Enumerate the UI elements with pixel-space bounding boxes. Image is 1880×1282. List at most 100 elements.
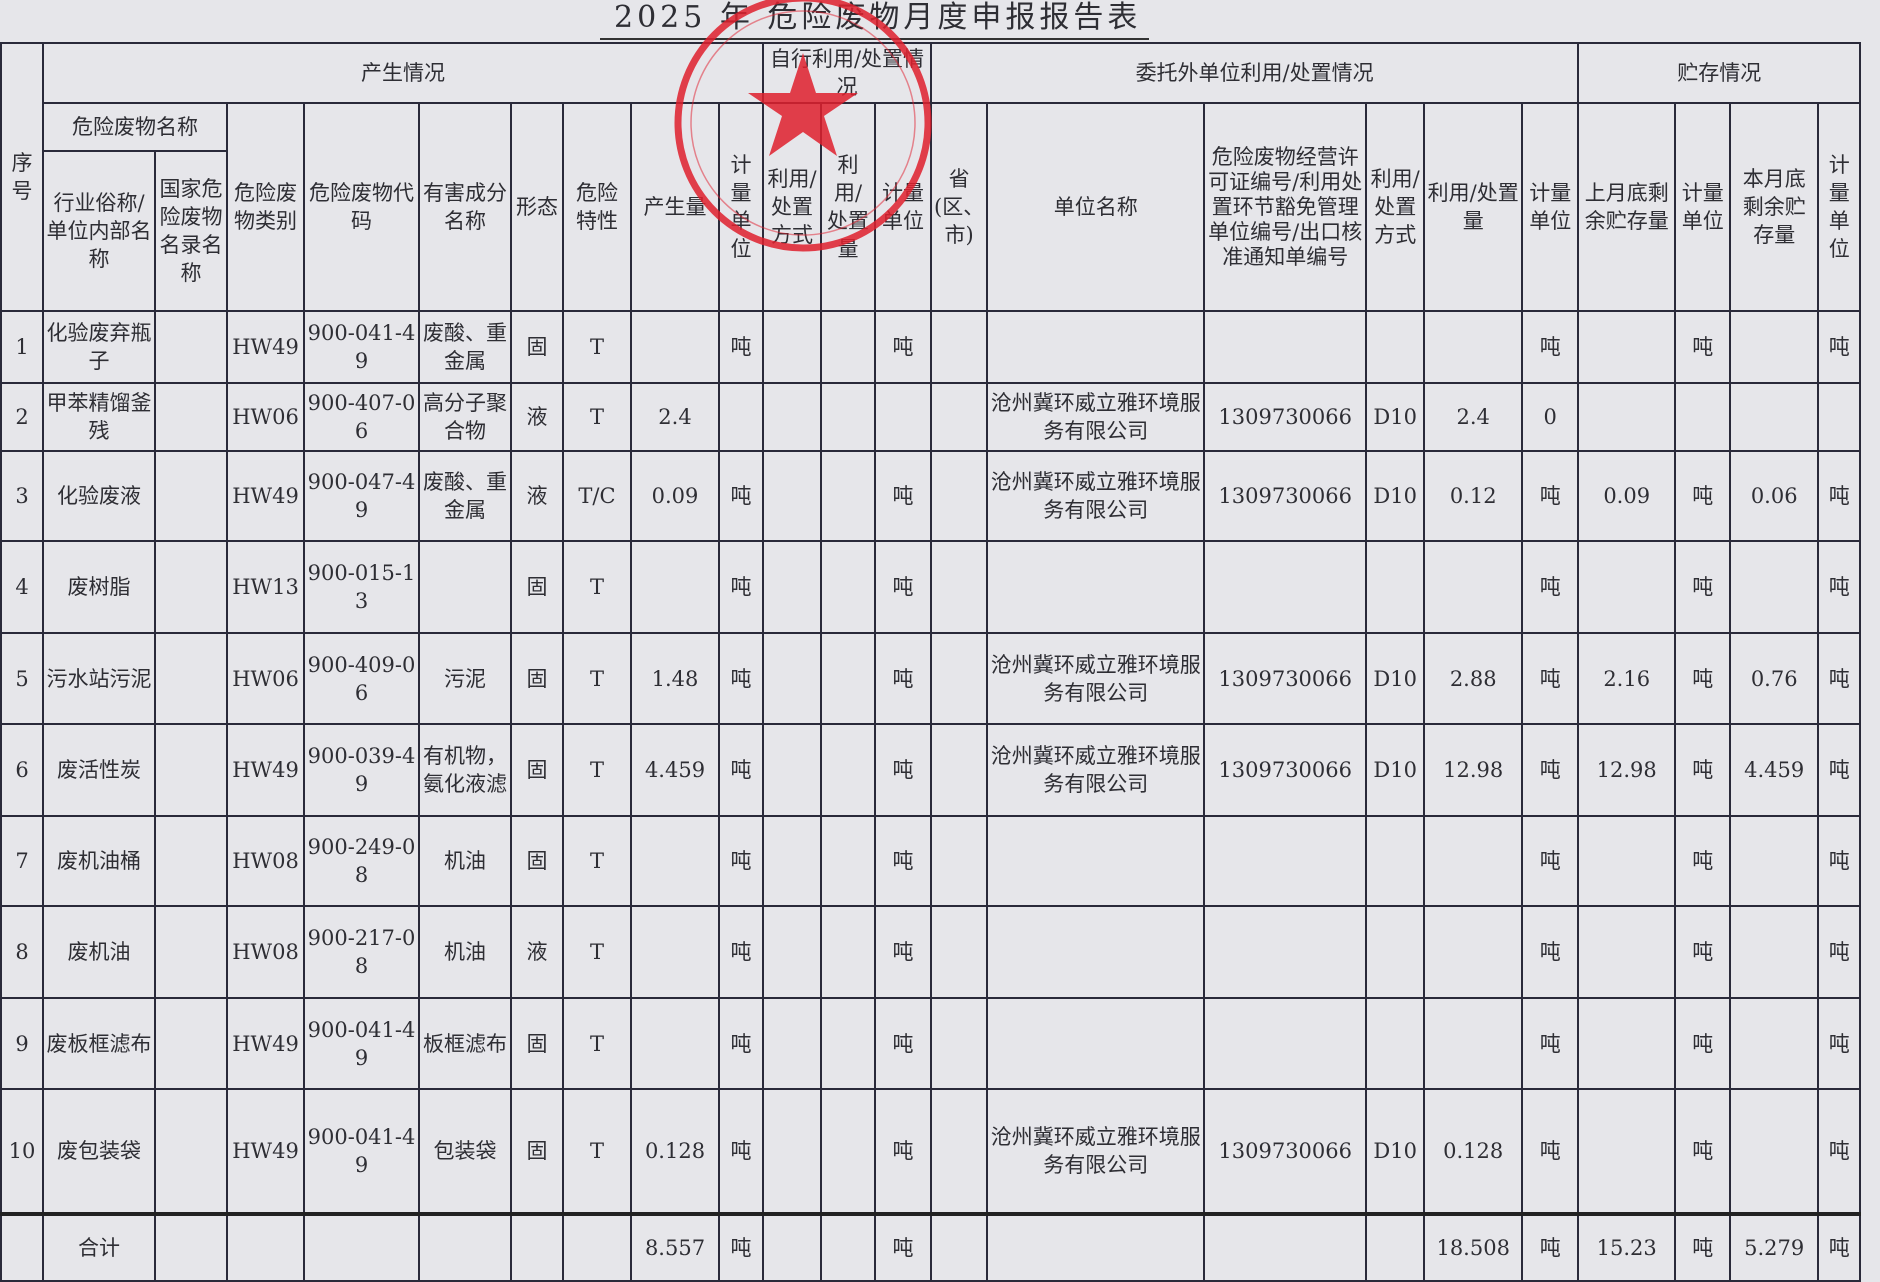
table-row: 7 废机油桶 HW08 900-249-08 机油固 T 吨吨吨吨吨 [0, 815, 1862, 907]
cell-seq: 4 [0, 540, 44, 634]
cell-last-month [1577, 540, 1677, 634]
cell-unit: 吨 [718, 723, 764, 817]
cell-hazard: T [562, 540, 632, 634]
cell-company: 沧州冀环威立雅环境服务有限公司 [986, 723, 1206, 817]
cell-self-amount [820, 905, 876, 999]
cell-code: 900-217-08 [303, 905, 420, 999]
cell-ent-amount [1423, 905, 1524, 999]
header-self-method: 利用/处置方式 [762, 102, 822, 312]
cell-national-name [154, 1088, 228, 1215]
cell-ent-amount: 2.4 [1423, 382, 1524, 452]
cell-self-method [762, 723, 822, 817]
cell-amount [630, 540, 720, 634]
cell-ent-method [1365, 905, 1426, 999]
header-unit: 计量单位 [1521, 102, 1580, 312]
cell-hazard: T [562, 632, 632, 725]
cell-seq: 10 [0, 1088, 44, 1215]
cell-amount [630, 815, 720, 907]
cell-unit: 吨 [1674, 450, 1732, 542]
cell-last-month: 15.23 [1577, 1212, 1677, 1282]
cell-hazard: T [562, 1088, 632, 1215]
cell-unit: 吨 [718, 815, 764, 907]
cell-this-month: 0.06 [1729, 450, 1820, 542]
cell-unit: 吨 [874, 310, 932, 384]
cell-industry-name: 废板框滤布 [42, 997, 156, 1090]
header-storage: 贮存情况 [1577, 42, 1862, 104]
cell-last-month: 2.16 [1577, 632, 1677, 725]
cell-unit: 吨 [874, 815, 932, 907]
cell-form: 固 [510, 723, 564, 817]
cell-unit: 吨 [874, 723, 932, 817]
cell-self-method [762, 997, 822, 1090]
cell-amount [630, 905, 720, 999]
cell-license: 1309730066 [1203, 723, 1368, 817]
cell-unit: 吨 [1817, 997, 1862, 1090]
cell-industry-name: 化验废弃瓶子 [42, 310, 156, 384]
cell-form: 固 [510, 815, 564, 907]
header-national-name: 国家危险废物名录名称 [154, 150, 228, 312]
header-ent-amount: 利用/处置量 [1423, 102, 1524, 312]
cell-unit: 吨 [874, 632, 932, 725]
cell-license: 1309730066 [1203, 450, 1368, 542]
cell-ent-amount: 18.508 [1423, 1212, 1524, 1282]
cell-harmful [418, 540, 512, 634]
cell-unit: 吨 [1674, 723, 1732, 817]
cell-license: 1309730066 [1203, 632, 1368, 725]
waste-report-table: 序号 产生情况 自行利用/处置情况 委托外单位利用/处置情况 贮存情况 危险废物… [0, 42, 1862, 1282]
cell-unit: 吨 [1817, 450, 1862, 542]
cell-harmful: 板框滤布 [418, 997, 512, 1090]
cell-unit: 吨 [1521, 815, 1580, 907]
cell-hazard [562, 1212, 632, 1282]
cell-last-month [1577, 310, 1677, 384]
cell-seq: 2 [0, 382, 44, 452]
cell-license [1203, 310, 1368, 384]
cell-last-month [1577, 382, 1677, 452]
cell-province [929, 905, 989, 999]
cell-harmful: 废酸、重金属 [418, 450, 512, 542]
cell-province [929, 540, 989, 634]
cell-harmful: 包装袋 [418, 1088, 512, 1215]
cell-unit: 吨 [1521, 450, 1580, 542]
cell-company [986, 310, 1206, 384]
cell-this-month: 0.76 [1729, 632, 1820, 725]
cell-unit: 吨 [718, 540, 764, 634]
cell-form [510, 1212, 564, 1282]
header-harmful: 有害成分名称 [418, 102, 512, 312]
cell-license [1203, 905, 1368, 999]
header-province: 省(区、市) [929, 102, 989, 312]
cell-code: 900-041-49 [303, 310, 420, 384]
cell-unit: 吨 [1521, 905, 1580, 999]
cell-province [929, 1088, 989, 1215]
cell-amount [630, 310, 720, 384]
cell-this-month [1729, 905, 1820, 999]
cell-unit: 吨 [874, 540, 932, 634]
header-company: 单位名称 [986, 102, 1206, 312]
cell-ent-method [1365, 540, 1426, 634]
cell-license [1203, 815, 1368, 907]
cell-unit: 吨 [1521, 632, 1580, 725]
cell-category: HW49 [226, 997, 305, 1090]
cell-harmful: 有机物，氨化液滤 [418, 723, 512, 817]
cell-province [929, 815, 989, 907]
cell-harmful: 废酸、重金属 [418, 310, 512, 384]
cell-unit: 吨 [874, 997, 932, 1090]
cell-hazard: T [562, 382, 632, 452]
cell-self-method [762, 905, 822, 999]
cell-unit: 吨 [874, 1088, 932, 1215]
cell-self-amount [820, 632, 876, 725]
cell-ent-amount [1423, 815, 1524, 907]
cell-self-method [762, 310, 822, 384]
cell-unit: 吨 [718, 1212, 764, 1282]
cell-category: HW06 [226, 632, 305, 725]
cell-license: 1309730066 [1203, 1088, 1368, 1215]
cell-unit: 吨 [1817, 905, 1862, 999]
table-row: 4 废树脂 HW13 900-015-13 固 T 吨吨吨吨吨 [0, 540, 1862, 634]
cell-this-month: 4.459 [1729, 723, 1820, 817]
cell-unit: 吨 [1521, 310, 1580, 384]
header-license: 危险废物经营许可证编号/利用处置环节豁免管理单位编号/出口核准通知单编号 [1203, 102, 1368, 312]
cell-self-amount [820, 1088, 876, 1215]
cell-industry-name: 废包装袋 [42, 1088, 156, 1215]
cell-amount: 1.48 [630, 632, 720, 725]
cell-unit [874, 382, 932, 452]
cell-industry-name: 化验废液 [42, 450, 156, 542]
